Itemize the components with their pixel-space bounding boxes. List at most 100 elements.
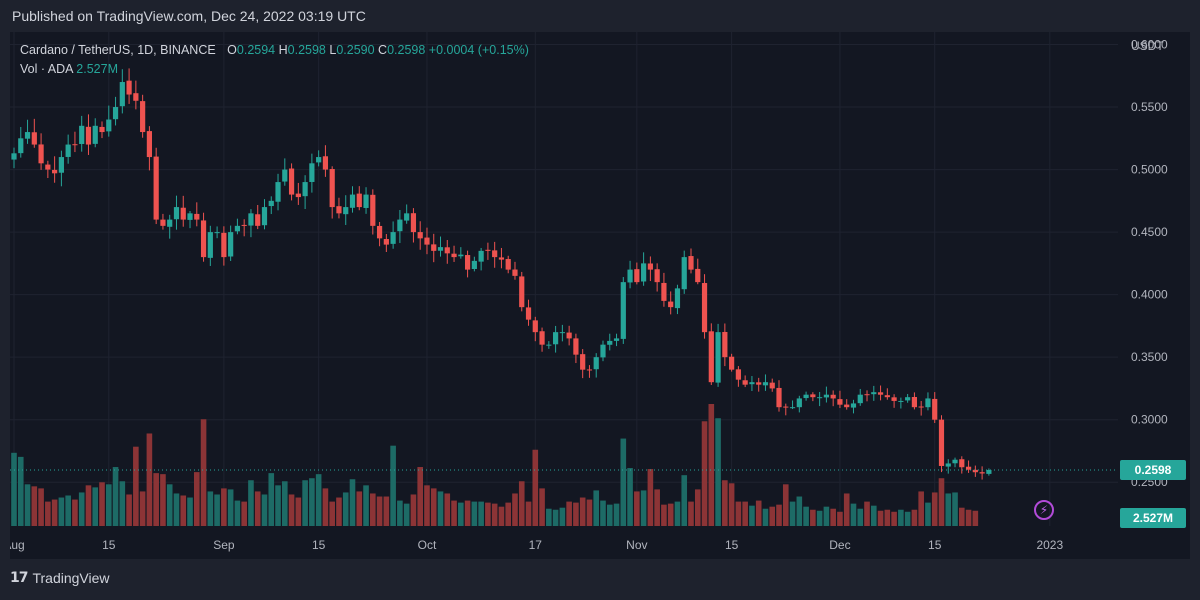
legend-high-label: H	[278, 43, 288, 57]
candle-body	[769, 382, 775, 389]
candle-body	[749, 382, 755, 385]
x-tick-label: 17	[529, 538, 543, 552]
volume-bar	[512, 493, 518, 526]
volume-bar	[133, 446, 139, 526]
candle-body	[241, 224, 247, 226]
x-tick-label: Oct	[418, 538, 437, 552]
volume-bar	[491, 503, 498, 526]
candle-body	[884, 395, 890, 398]
volume-bar	[945, 493, 952, 526]
volume-bar	[891, 511, 897, 526]
candlestick-chart[interactable]: USDT0.25000.30000.35000.40000.45000.5000…	[10, 32, 1190, 559]
volume-bar	[735, 501, 742, 526]
y-tick-label: 0.5500	[1131, 100, 1168, 114]
volume-bar	[755, 500, 762, 526]
volume-bar	[241, 501, 247, 526]
x-tick-label: 15	[312, 538, 326, 552]
volume-bar	[58, 497, 65, 526]
x-tick-label: 15	[928, 538, 942, 552]
legend-volume-label[interactable]: Vol · ADA	[20, 62, 73, 76]
candle-body	[79, 125, 85, 144]
candle-body	[282, 169, 288, 182]
volume-bar	[112, 467, 119, 526]
candle-body	[18, 138, 24, 154]
volume-bar	[214, 494, 220, 526]
tradingview-logo-icon: 17	[10, 570, 29, 586]
chart-area[interactable]: USDT 0.2500 0.3000 0.3500 0.4000 0.4500 0.5000…	[10, 32, 1190, 559]
y-tick-label: 0.6000	[1131, 38, 1168, 52]
volume-bar	[275, 485, 281, 526]
volume-bar	[31, 486, 38, 526]
candle-body	[783, 406, 789, 408]
volume-bar	[363, 485, 369, 526]
candle-body	[891, 397, 897, 401]
volume-bar	[173, 493, 180, 526]
volume-bar	[126, 494, 132, 526]
footer-brand[interactable]: 17 TradingView	[10, 570, 110, 586]
candle-body	[146, 131, 152, 158]
volume-bar	[498, 506, 505, 526]
volume-bar	[843, 493, 850, 526]
volume-bar	[383, 496, 390, 526]
volume-bar	[742, 501, 748, 526]
volume-bar	[295, 497, 302, 526]
legend-symbol[interactable]: Cardano / TetherUS, 1D, BINANCE	[20, 43, 216, 57]
volume-bar	[667, 503, 674, 526]
candle-body	[600, 344, 606, 358]
candle-body	[715, 332, 721, 383]
volume-bar	[390, 445, 396, 526]
volume-bar	[566, 501, 572, 526]
volume-bar	[864, 501, 870, 526]
volume-bar	[586, 499, 593, 526]
candle-body	[661, 282, 667, 301]
footer-brand-name: TradingView	[32, 570, 110, 586]
volume-bar	[370, 493, 376, 526]
candle-body	[871, 392, 877, 395]
y-tick-label: 0.3500	[1131, 350, 1168, 364]
volume-bar	[187, 497, 193, 526]
volume-bar	[78, 492, 85, 526]
volume-bar	[139, 491, 146, 526]
candle-body	[647, 263, 653, 270]
volume-bar	[701, 421, 708, 526]
candle-body	[742, 380, 748, 385]
y-tick-label: 0.4000	[1131, 288, 1168, 302]
volume-bar	[376, 496, 383, 526]
candle-body	[437, 247, 444, 251]
candle-body	[512, 269, 518, 276]
candle-body	[965, 466, 972, 470]
volume-bar	[17, 456, 24, 526]
volume-bar	[525, 501, 532, 526]
volume-bar	[397, 500, 403, 526]
y-axis-unit: USDT	[1131, 39, 1164, 53]
volume-bar	[654, 489, 660, 526]
volume-bar	[403, 503, 410, 526]
candle-body	[234, 225, 241, 232]
volume-bar	[342, 492, 349, 526]
candle-body	[553, 332, 559, 345]
published-header: Published on TradingView.com, Dec 24, 20…	[12, 8, 366, 24]
volume-bar	[552, 509, 559, 526]
candle-body	[979, 472, 985, 474]
volume-bar	[952, 492, 958, 526]
candle-body	[817, 397, 823, 399]
bolt-icon[interactable]: ⚡	[1034, 500, 1054, 520]
candle-body	[187, 213, 193, 220]
candle-body	[275, 182, 281, 202]
candle-body	[194, 213, 200, 220]
candle-body	[295, 193, 301, 198]
volume-bar	[959, 507, 965, 526]
volume-bar	[600, 500, 606, 526]
candle-body	[214, 232, 220, 234]
candle-body	[850, 403, 857, 408]
candle-body	[451, 253, 457, 258]
volume-bar	[850, 503, 857, 526]
volume-bar	[857, 508, 864, 526]
volume-bar	[153, 473, 159, 526]
volume-bar	[38, 488, 44, 526]
volume-bar	[904, 511, 911, 526]
candle-body	[343, 207, 349, 215]
candle-body	[674, 288, 681, 309]
candle-body	[546, 344, 552, 346]
volume-bar	[559, 507, 566, 526]
